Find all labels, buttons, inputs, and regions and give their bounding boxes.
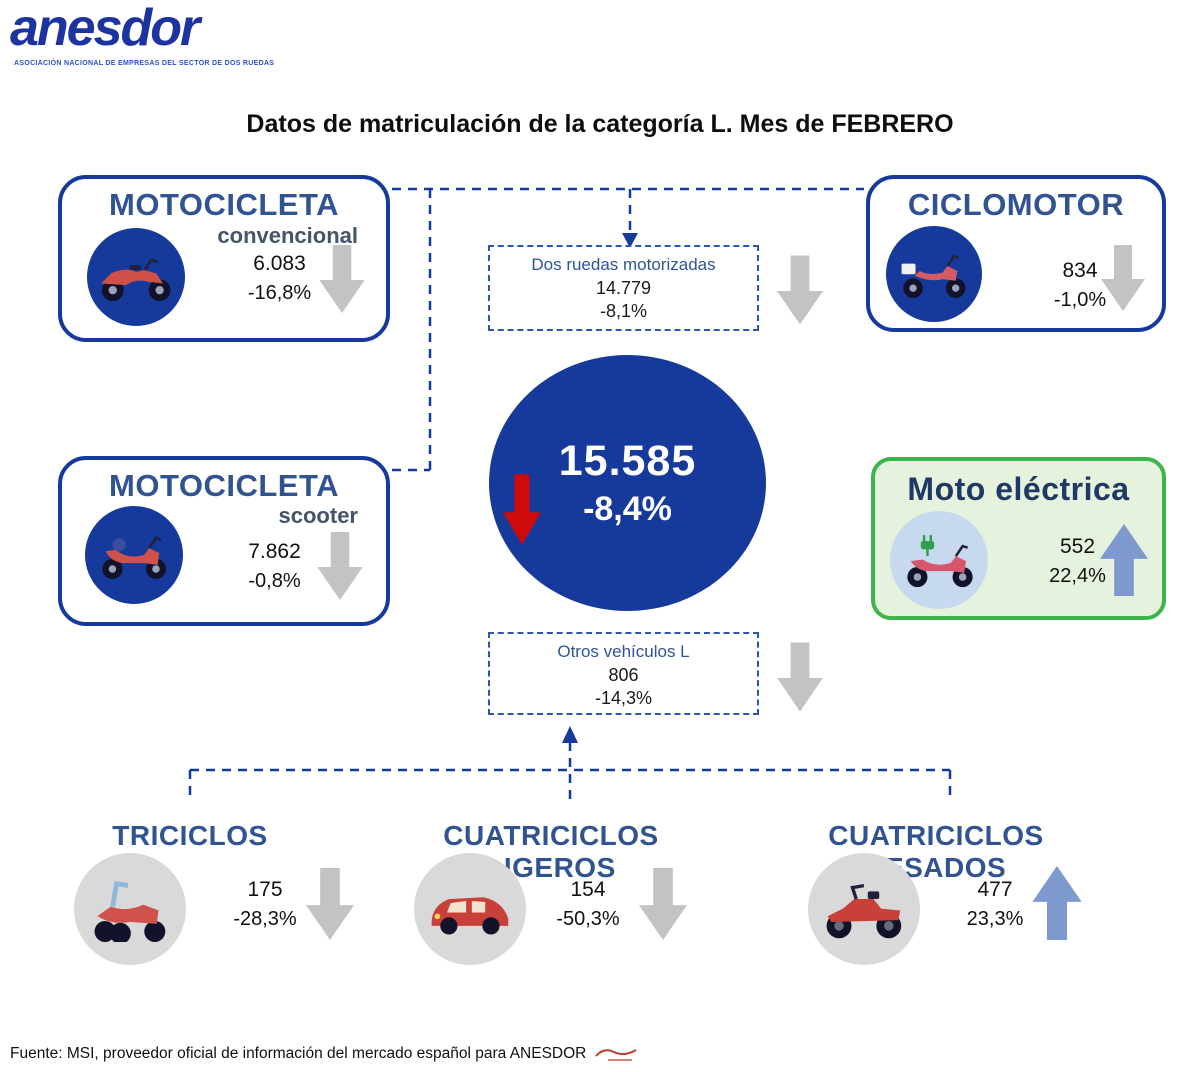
node-subtitle: convencional (217, 223, 358, 248)
total-change-percent: -8,4% (583, 490, 672, 528)
stat-ciclomotor: 834 -1,0% (1025, 259, 1135, 312)
source-text: Fuente: MSI, proveedor oficial de inform… (10, 1045, 587, 1062)
trend-down-icon (318, 245, 366, 313)
motorcycle-icon (87, 228, 185, 326)
node-total: 15.585 -8,4% (489, 355, 766, 611)
group-label: Otros vehículos L (557, 642, 690, 661)
change-percent: -1,0% (1053, 289, 1107, 311)
trend-up-icon (1032, 866, 1082, 940)
node-motocicleta-convencional: MOTOCICLETA convencional 6.083 -16,8% (58, 175, 390, 342)
node-title: Moto eléctrica (907, 471, 1130, 507)
node-motocicleta-scooter: MOTOCICLETA scooter 7.862 -0,8% (58, 456, 390, 626)
stat-triciclos: 175 -28,3% (210, 878, 320, 931)
stat-cuatriciclos-ligeros: 154 -50,3% (533, 878, 643, 931)
trend-down-icon (777, 639, 823, 715)
moped-icon (886, 226, 982, 322)
node-dos-ruedas-motorizadas: Dos ruedas motorizadas 14.779 -8,1% (488, 245, 759, 331)
registrations-value: 6.083 (253, 252, 306, 275)
registrations-value: 477 (977, 878, 1013, 901)
stat-moto-convencional: 6.083 -16,8% (217, 252, 342, 305)
trend-down-icon (316, 532, 364, 600)
registrations-value: 806 (608, 665, 639, 685)
light-quad-icon (414, 853, 526, 965)
registrations-value: 834 (1062, 259, 1098, 282)
registrations-value: 154 (570, 878, 606, 901)
node-title: CICLOMOTOR (907, 187, 1125, 222)
node-title: MOTOCICLETA (109, 187, 339, 222)
registrations-value: 552 (1059, 535, 1096, 558)
anesdor-tagline: ASOCIACIÓN NACIONAL DE EMPRESAS DEL SECT… (14, 60, 275, 67)
change-percent: 23,3% (966, 908, 1024, 930)
registrations-value: 7.862 (248, 540, 301, 563)
msi-logo-icon (595, 1049, 637, 1061)
electric-scooter-icon (890, 511, 988, 609)
page-title: Datos de matriculación de la categoría L… (246, 110, 954, 138)
change-percent: 22,4% (1049, 565, 1106, 587)
trend-up-icon (1100, 521, 1148, 599)
stat-moto-electrica: 552 22,4% (1020, 535, 1135, 588)
change-percent: -16,8% (247, 282, 312, 304)
change-percent: -14,3% (594, 688, 653, 708)
category-title-cuatriciclos-ligeros: CUATRICICLOS LIGEROS (443, 820, 659, 883)
total-value: 15.585 (558, 437, 697, 485)
node-otros-vehiculos: Otros vehículos L 806 -14,3% (488, 632, 759, 715)
registrations-value: 14.779 (595, 278, 652, 298)
scooter-icon (85, 506, 183, 604)
change-percent: -8,1% (599, 301, 648, 321)
trend-down-icon (1100, 245, 1146, 311)
registrations-value: 175 (247, 878, 283, 901)
node-ciclomotor: CICLOMOTOR 834 -1,0% (866, 175, 1166, 332)
node-moto-electrica: Moto eléctrica 552 22,4% (871, 457, 1166, 620)
trend-down-icon (305, 868, 355, 940)
trend-down-red-icon (503, 473, 541, 546)
footer-source: Fuente: MSI, proveedor oficial de inform… (10, 1044, 638, 1064)
change-percent: -0,8% (248, 570, 301, 592)
category-title-triciclos: TRICICLOS (112, 820, 268, 851)
change-percent: -50,3% (556, 908, 620, 930)
trend-down-icon (638, 868, 688, 940)
stat-cuatriciclos-pesados: 477 23,3% (940, 878, 1050, 931)
heavy-quad-icon (808, 853, 920, 965)
anesdor-logo: anesdor (10, 0, 200, 57)
trike-icon (74, 853, 186, 965)
trend-down-icon (777, 252, 823, 328)
group-label: Dos ruedas motorizadas (531, 255, 716, 274)
change-percent: -28,3% (233, 908, 297, 930)
node-subtitle: scooter (278, 503, 358, 528)
node-title: MOTOCICLETA (109, 468, 339, 503)
stat-moto-scooter: 7.862 -0,8% (212, 540, 337, 593)
